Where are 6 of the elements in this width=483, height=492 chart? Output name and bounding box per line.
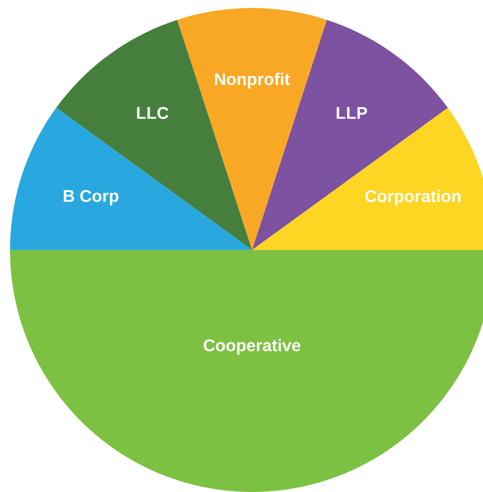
slice-label: B Corp (64, 190, 118, 206)
slice-label: LLP (336, 107, 367, 119)
slice-label: LLC (137, 106, 168, 119)
slice-label: Corporation (365, 190, 461, 206)
slice-label: Nonprofit (215, 72, 290, 88)
slice-label: Cooperative (204, 338, 300, 355)
